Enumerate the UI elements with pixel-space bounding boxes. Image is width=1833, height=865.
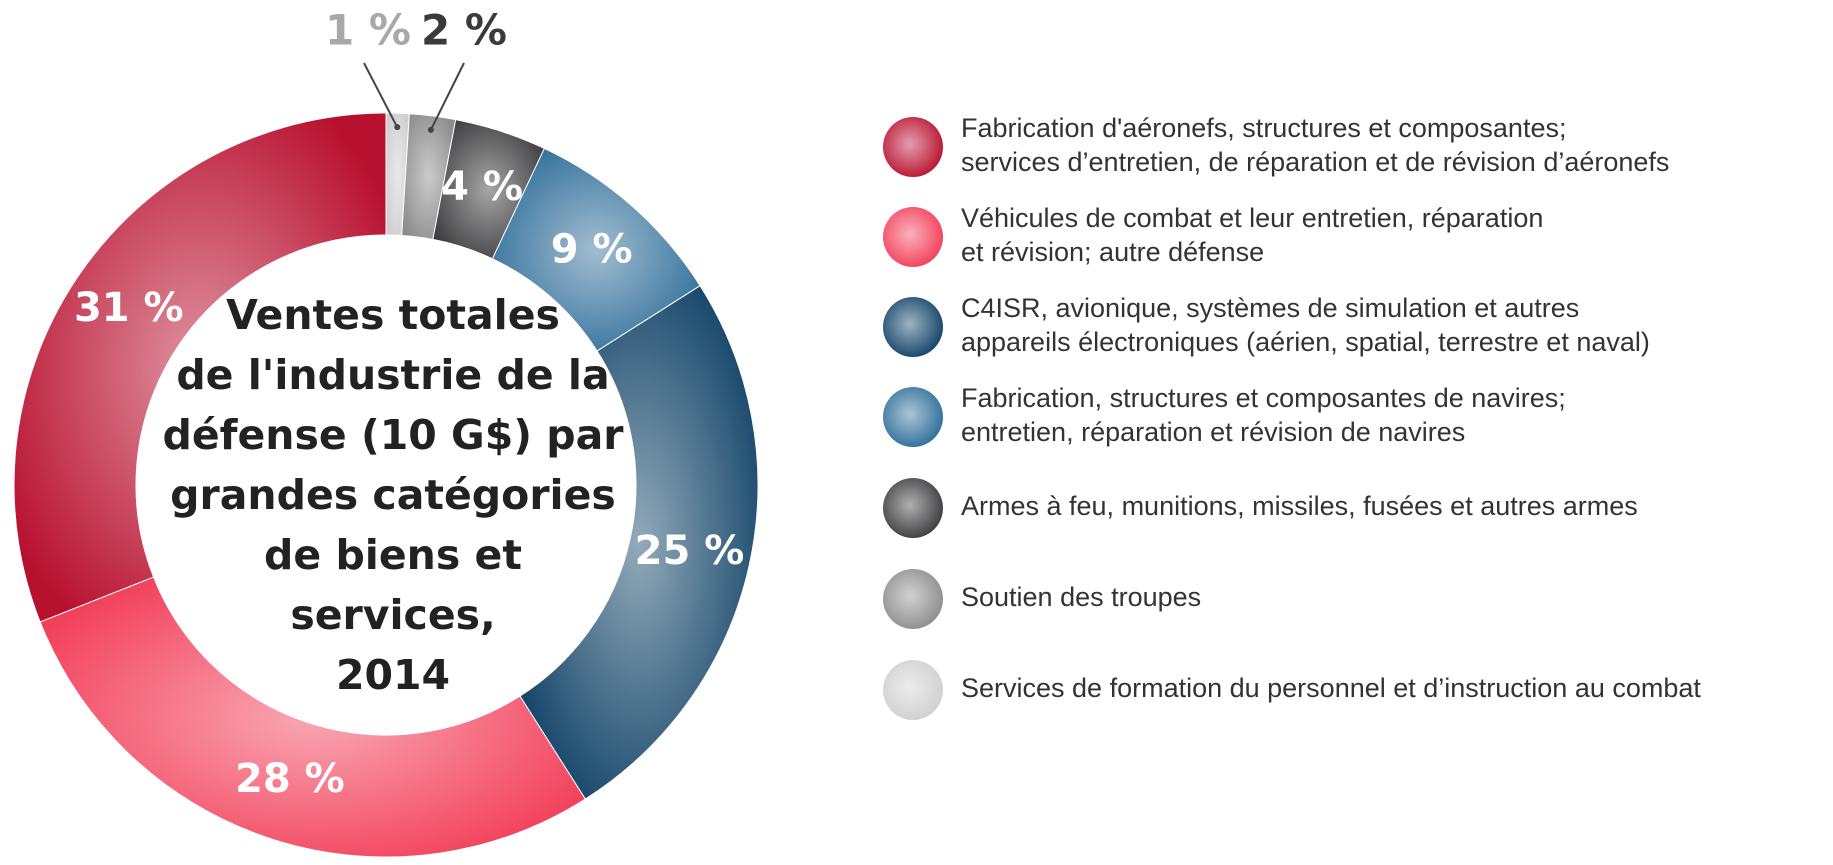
legend-label: Véhicules de combat et leur entretien, r… — [961, 203, 1543, 233]
chart-title: de biens et — [264, 531, 522, 579]
legend-marker — [883, 207, 943, 267]
slice-label: 28 % — [235, 756, 345, 802]
chart-title: Ventes totales — [226, 291, 560, 339]
slice-label: 2 % — [421, 6, 507, 55]
chart-title: défense (10 G$) par — [163, 411, 625, 459]
chart-title: de l'industrie de la — [176, 351, 609, 399]
legend-label: entretien, réparation et révision de nav… — [961, 417, 1465, 447]
donut-slice — [519, 284, 759, 800]
legend-label: Armes à feu, munitions, missiles, fusées… — [961, 491, 1638, 521]
legend-label: appareils électroniques (aérien, spatial… — [961, 327, 1650, 357]
donut-slice — [13, 112, 387, 623]
slice-label: 4 % — [441, 164, 523, 210]
slice-label: 25 % — [635, 528, 745, 574]
legend-label: et révision; autre défense — [961, 237, 1264, 267]
legend-marker — [883, 660, 943, 720]
legend-marker — [883, 297, 943, 357]
slice-label: 1 % — [325, 6, 411, 55]
legend-label: Fabrication, structures et composantes d… — [961, 383, 1566, 413]
chart-title: services, — [290, 591, 495, 639]
slice-label: 9 % — [551, 227, 633, 273]
leader-line — [429, 62, 465, 131]
chart-title: grandes catégories — [170, 471, 616, 519]
chart-title: 2014 — [336, 651, 450, 699]
slice-label: 31 % — [74, 285, 184, 331]
legend-label: Services de formation du personnel et d’… — [961, 673, 1701, 703]
legend-label: Soutien des troupes — [961, 582, 1201, 612]
legend-marker — [883, 387, 943, 447]
leader-dot — [394, 124, 401, 131]
donut-slice — [39, 576, 587, 858]
legend-marker — [883, 569, 943, 629]
legend-label: C4ISR, avionique, systèmes de simulation… — [961, 293, 1579, 323]
legend-marker — [883, 478, 943, 538]
legend-marker — [883, 117, 943, 177]
legend-label: Fabrication d'aéronefs, structures et co… — [961, 113, 1566, 143]
leader-line — [363, 62, 399, 128]
legend-label: services d’entretien, de réparation et d… — [961, 147, 1669, 177]
leader-dot — [427, 126, 434, 133]
